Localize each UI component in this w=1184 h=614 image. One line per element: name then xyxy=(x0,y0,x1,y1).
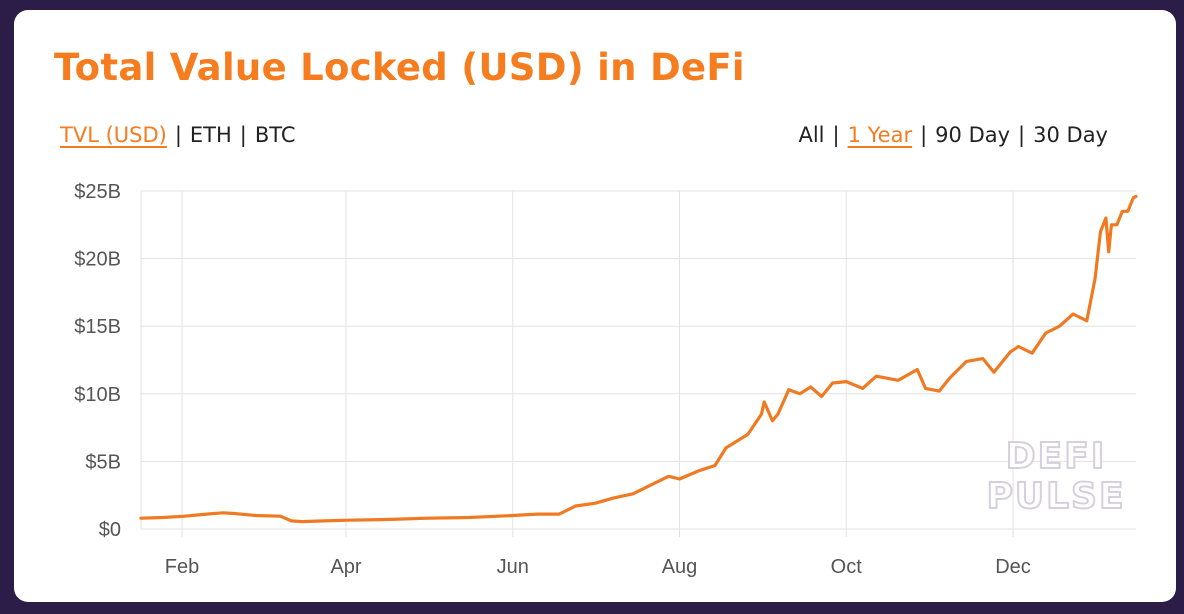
watermark-word: PULSE xyxy=(986,476,1125,517)
toggle-eth[interactable]: ETH xyxy=(189,123,232,147)
y-tick-label: $25B xyxy=(74,181,121,203)
toggle-separator: | xyxy=(174,123,182,147)
toggle-separator: | xyxy=(920,123,928,147)
metric-toggle-group: TVL (USD) | ETH | BTC xyxy=(60,123,296,147)
y-tick-label: $5B xyxy=(85,451,121,473)
toggle-separator: | xyxy=(239,123,247,147)
range-30-day[interactable]: 30 Day xyxy=(1033,123,1108,147)
chart-grid xyxy=(140,190,1136,537)
y-tick-label: $20B xyxy=(74,249,121,271)
chart-title: Total Value Locked (USD) in DeFi xyxy=(54,46,745,89)
tvl-card: DEFI PULSE $0 $5B $10B $15B $20B $25B Feb Apr Ju… xyxy=(14,10,1176,602)
x-tick-label: Feb xyxy=(165,556,199,578)
y-tick-label: $10B xyxy=(74,384,121,406)
toggle-tvl-usd[interactable]: TVL (USD) xyxy=(60,123,167,147)
x-tick-label: Jun xyxy=(497,556,529,578)
x-tick-label: Dec xyxy=(995,556,1031,578)
x-axis-ticks: Feb Apr Jun Aug Oct Dec xyxy=(165,556,1031,578)
range-toggle-group: All | 1 Year | 90 Day | 30 Day xyxy=(798,123,1108,147)
range-all[interactable]: All xyxy=(798,123,825,147)
x-tick-label: Apr xyxy=(330,556,361,578)
y-tick-label: $15B xyxy=(74,316,121,338)
y-axis-ticks: $0 $5B $10B $15B $20B $25B xyxy=(74,181,121,541)
tvl-series-line xyxy=(139,194,1138,524)
toggle-separator: | xyxy=(1018,123,1026,147)
range-90-day[interactable]: 90 Day xyxy=(935,123,1011,147)
x-tick-label: Aug xyxy=(662,556,698,578)
y-tick-label: $0 xyxy=(99,519,121,541)
toggle-separator: | xyxy=(832,123,840,147)
range-1-year[interactable]: 1 Year xyxy=(847,123,913,147)
x-tick-label: Oct xyxy=(831,556,863,578)
toggle-btc[interactable]: BTC xyxy=(254,123,296,147)
chart-series xyxy=(139,194,1138,524)
watermark-word: DEFI xyxy=(1006,436,1106,477)
